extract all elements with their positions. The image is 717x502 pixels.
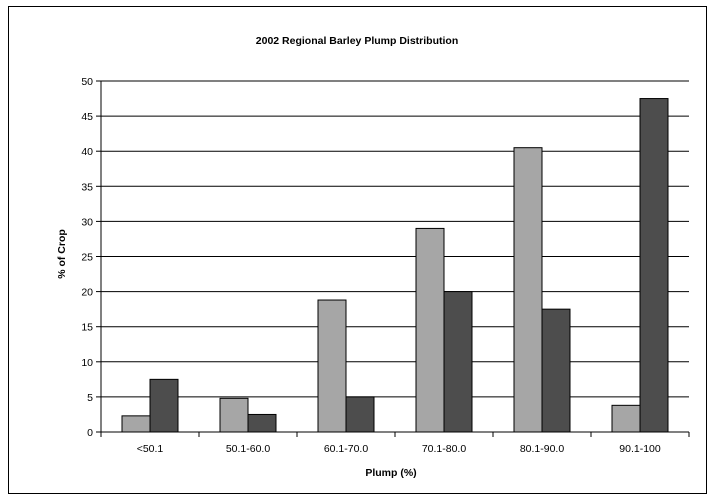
x-tick-label: 90.1-100	[619, 443, 661, 455]
bars	[121, 98, 669, 433]
y-tick-label: 45	[81, 111, 93, 123]
bar-series-1	[317, 299, 347, 433]
y-tick-label: 35	[81, 181, 93, 193]
chart-svg: 2002 Regional Barley Plump Distribution …	[56, 35, 690, 479]
bar-series-2	[149, 378, 179, 433]
bar-series-1	[121, 415, 151, 433]
bar-series-2	[247, 413, 277, 433]
y-axis-label: % of Crop	[56, 229, 68, 279]
x-tick-labels: <50.1 50.1-60.0 60.1-70.0 70.1-80.0 80.1-90.…	[137, 443, 661, 455]
chart-frame: 2002 Regional Barley Plump Distribution …	[8, 6, 707, 494]
gridlines	[101, 80, 689, 398]
y-tick-label: 50	[81, 76, 93, 88]
y-tick-label: 25	[81, 252, 93, 264]
y-tick-labels: 0 5 10 15 20 25 30 35 40 45 50	[81, 76, 93, 439]
chart-title: 2002 Regional Barley Plump Distribution	[256, 35, 458, 47]
bar-series-2	[443, 291, 473, 433]
bar-series-2	[541, 308, 571, 433]
y-tick-label: 0	[87, 427, 93, 439]
bar-series-2	[639, 98, 669, 433]
x-axis-label: Plump (%)	[365, 467, 416, 479]
y-tick-label: 20	[81, 287, 93, 299]
bar-series-1	[219, 397, 249, 433]
y-tick-label: 40	[81, 146, 93, 158]
bar-series-1	[611, 404, 641, 433]
y-tick-label: 15	[81, 322, 93, 334]
x-tick-label: 80.1-90.0	[520, 443, 565, 455]
y-tick-label: 10	[81, 357, 93, 369]
x-tick-label: 70.1-80.0	[422, 443, 467, 455]
axes	[96, 80, 690, 437]
bar-series-2	[345, 396, 375, 433]
x-tick-label: 50.1-60.0	[226, 443, 271, 455]
x-tick-label: <50.1	[137, 443, 164, 455]
bar-series-1	[513, 147, 543, 433]
x-tick-label: 60.1-70.0	[324, 443, 369, 455]
y-tick-label: 30	[81, 216, 93, 228]
bar-series-1	[415, 227, 445, 433]
y-tick-label: 5	[87, 392, 93, 404]
